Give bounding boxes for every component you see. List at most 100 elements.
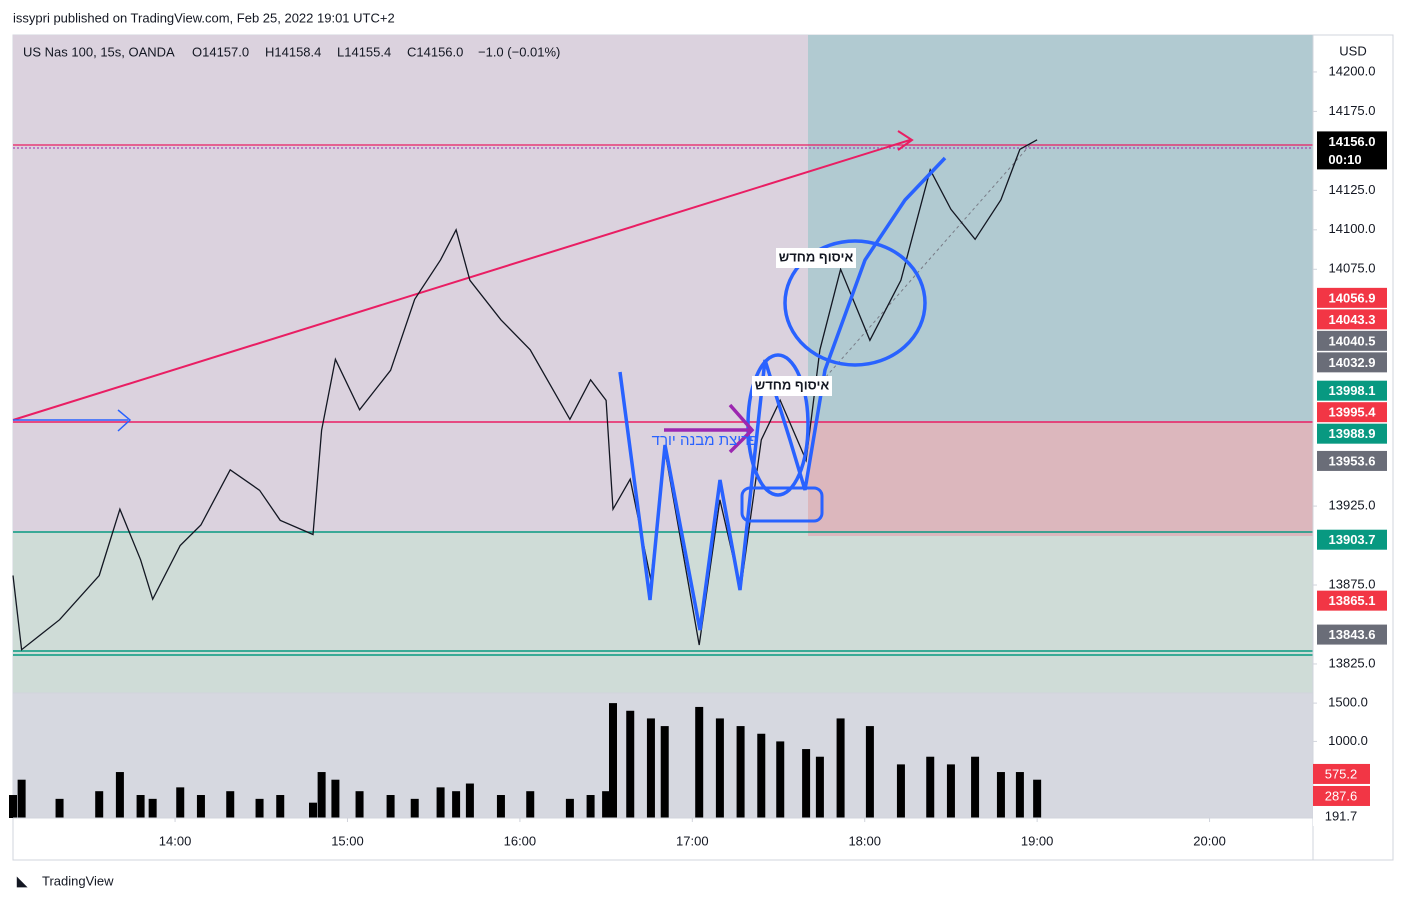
annotation: איסוף מחדש (779, 249, 854, 264)
volume-bar (946, 764, 955, 818)
volume-bar (331, 779, 340, 818)
trend-arrow (12, 139, 911, 421)
volume-bar (452, 791, 461, 818)
price-label-box (1317, 450, 1387, 471)
y-tick-label: 14200.0 (1329, 63, 1376, 78)
volume-label: 287.6 (1325, 788, 1358, 803)
annotation: איסוף מחדש (755, 377, 830, 392)
volume-bar (660, 726, 669, 818)
x-tick-label: 20:00 (1193, 833, 1226, 848)
annotation-bg (752, 376, 832, 396)
volume-label-box (1313, 806, 1370, 826)
freehand-box (740, 486, 824, 523)
price-label: 13988.9 (1329, 426, 1376, 441)
volume-bar (802, 749, 811, 818)
byline: issypri published on TradingView.com, Fe… (13, 10, 395, 25)
volume-bar (926, 756, 935, 818)
volume-bar (196, 795, 205, 818)
volume-bar (996, 772, 1005, 818)
price-label-box (1317, 287, 1387, 308)
countdown: 00:10 (1328, 152, 1361, 167)
footer-brand: TradingView (42, 873, 114, 888)
legend-high: H14158.4 (265, 44, 321, 59)
volume-bar (815, 756, 824, 818)
volume-bar (715, 718, 724, 818)
volume-bar (496, 795, 505, 818)
y-tick-label: 14125.0 (1329, 182, 1376, 197)
volume-bar (95, 791, 104, 818)
volume-bar (255, 798, 264, 818)
volume-label: 191.7 (1325, 808, 1358, 823)
axes-layer: 14:00 15:00 16:00 17:00 18:00 19:00 20:00 14200… (159, 63, 1387, 848)
y-tick-label: 13875.0 (1329, 576, 1376, 591)
arrow-head (117, 409, 132, 432)
y-tick-label: 13925.0 (1329, 498, 1376, 513)
legend-low: L14155.4 (337, 44, 391, 59)
volume-bar (736, 726, 745, 818)
price-label: 14156.0 (1329, 134, 1376, 149)
volume-bar (355, 791, 364, 818)
volume-bar (9, 795, 17, 818)
volume-bar (309, 802, 317, 818)
volume-bar (465, 783, 474, 818)
x-tick-label: 19:00 (1021, 833, 1054, 848)
volume-bar (602, 791, 611, 818)
logo-mark: ◣ (16, 873, 28, 888)
price-label-box (1317, 590, 1387, 611)
annotation-bg (776, 248, 856, 268)
volume-bar (586, 795, 595, 818)
price-label: 13843.6 (1329, 627, 1376, 642)
volume-bar (609, 703, 617, 818)
price-label-box (1317, 380, 1387, 401)
y-tick-label: 14100.0 (1329, 221, 1376, 236)
volume-bar (526, 791, 535, 818)
volume-bar (836, 718, 845, 818)
volume-bar (17, 779, 26, 818)
x-tick-label: 17:00 (676, 833, 709, 848)
volume-bar (136, 795, 145, 818)
price-label-box (1317, 402, 1387, 423)
volume-bar (276, 795, 285, 818)
price-label-box (1317, 624, 1387, 645)
arrow-head (728, 403, 755, 454)
volume-bar (776, 741, 785, 818)
volume-bar (176, 787, 185, 818)
volume-bar (115, 772, 124, 818)
price-label-box (1317, 423, 1387, 444)
volume-bar (410, 798, 419, 818)
freehand-circle (783, 239, 927, 367)
volume-bar (565, 798, 574, 818)
price-label-box (1317, 131, 1387, 170)
legend-symbol: US Nas 100, 15s, OANDA (23, 44, 175, 59)
legend-open: O14157.0 (192, 44, 249, 59)
price-label: 13998.1 (1329, 383, 1376, 398)
price-label: 13903.7 (1329, 532, 1376, 547)
volume-label: 575.2 (1325, 766, 1358, 781)
price-line (12, 139, 1038, 651)
currency: USD (1339, 43, 1366, 58)
volume-bar (695, 706, 704, 818)
v-tick-label: 1500.0 (1328, 695, 1368, 710)
zone-lower (13, 532, 1313, 693)
legend-change: −1.0 (−0.01%) (478, 44, 560, 59)
price-label: 14043.3 (1329, 312, 1376, 327)
price-label: 13953.6 (1329, 453, 1376, 468)
target-zone (808, 35, 1313, 422)
arrow-head (897, 130, 914, 151)
legend-close: C14156.0 (407, 44, 463, 59)
volume-bar (896, 764, 905, 818)
volume-label-box (1313, 785, 1370, 806)
y-tick-label: 14075.0 (1329, 261, 1376, 276)
series-layer (9, 139, 1042, 818)
price-label-box (1317, 529, 1387, 550)
price-label-box (1317, 309, 1387, 330)
price-label: 14032.9 (1329, 355, 1376, 370)
y-tick-label: 13825.0 (1329, 655, 1376, 670)
volume-bar (436, 787, 445, 818)
price-label: 14056.9 (1329, 290, 1376, 305)
x-tick-label: 15:00 (331, 833, 364, 848)
volume-bar (1033, 779, 1042, 818)
volume-bar (317, 772, 326, 818)
volume-bar (626, 710, 635, 818)
